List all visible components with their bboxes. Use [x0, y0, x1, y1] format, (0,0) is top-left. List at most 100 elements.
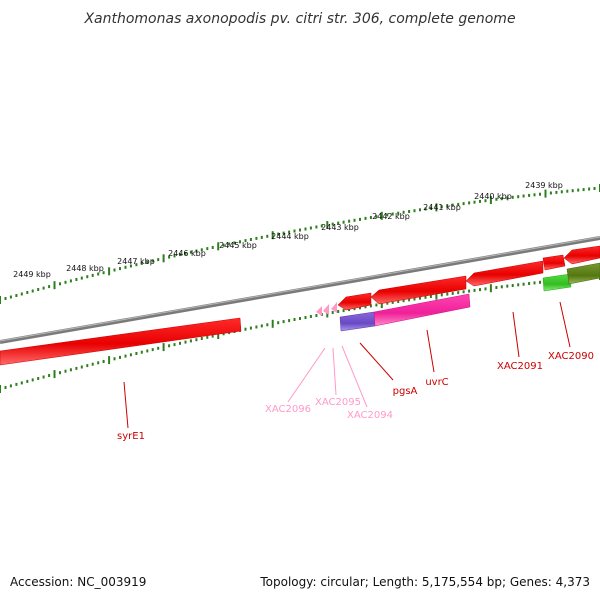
leader-lines [123, 301, 571, 429]
major-tick [108, 267, 111, 276]
minor-tick [200, 248, 203, 252]
minor-tick [588, 187, 591, 191]
gene-uvrC-upper[interactable] [370, 275, 467, 305]
scale-label: 2442 kbp [372, 212, 410, 221]
minor-tick [129, 353, 132, 357]
minor-tick [429, 206, 432, 210]
major-tick [380, 300, 383, 309]
gene-XAC2091[interactable] [465, 260, 544, 287]
gene-blue[interactable] [339, 311, 376, 332]
gene-green[interactable] [542, 273, 572, 292]
gene-XAC2095[interactable] [323, 304, 329, 315]
label-XAC2094[interactable]: XAC2094 [347, 410, 393, 421]
label-XAC2095[interactable]: XAC2095 [315, 397, 361, 408]
minor-tick [184, 340, 187, 344]
minor-tick [9, 295, 12, 299]
minor-tick [457, 202, 460, 206]
minor-tick [173, 343, 176, 347]
minor-tick [364, 305, 367, 309]
minor-tick [440, 205, 443, 209]
genome-backbone [0, 236, 600, 344]
minor-tick [446, 204, 449, 208]
minor-tick [462, 290, 465, 294]
scale-label: 2445 kbp [219, 241, 257, 250]
minor-tick [386, 213, 389, 217]
minor-tick [282, 231, 285, 235]
minor-tick [517, 195, 520, 199]
minor-tick [277, 321, 280, 325]
leader-uvrC [426, 329, 435, 373]
minor-tick [429, 295, 432, 298]
minor-tick [211, 334, 214, 338]
gene-small[interactable] [542, 254, 566, 271]
major-tick [0, 385, 1, 393]
label-uvrC[interactable]: uvrC [425, 377, 448, 388]
minor-tick [179, 253, 181, 257]
minor-tick [140, 350, 143, 354]
gene-features-upper [316, 245, 600, 316]
minor-tick [168, 255, 171, 259]
label-XAC2090[interactable]: XAC2090 [548, 351, 594, 362]
minor-tick [184, 251, 187, 255]
major-tick [162, 254, 165, 263]
minor-tick [59, 371, 61, 375]
minor-tick [495, 197, 498, 201]
label-XAC2096[interactable]: XAC2096 [265, 404, 311, 415]
leader-syrE1 [123, 381, 129, 429]
outer-scale [0, 184, 600, 304]
gene-uvrC[interactable] [373, 293, 471, 327]
minor-tick [353, 218, 356, 222]
major-tick [489, 196, 492, 204]
minor-tick [200, 337, 203, 340]
minor-tick [4, 297, 7, 300]
minor-tick [4, 386, 7, 389]
gene-syrE1[interactable] [0, 317, 242, 366]
gene-XAC2094[interactable] [331, 302, 337, 313]
minor-tick [331, 222, 334, 226]
gene-XAC2096[interactable] [316, 306, 322, 316]
minor-tick [266, 234, 269, 238]
minor-tick [75, 366, 78, 370]
minor-tick [260, 235, 263, 239]
minor-tick [413, 209, 416, 213]
scale-label: 2440 kbp [474, 192, 512, 201]
minor-tick [48, 285, 51, 289]
gene-features-lower [0, 262, 600, 366]
label-syrE1[interactable]: syrE1 [117, 431, 145, 442]
minor-tick [15, 294, 18, 297]
minor-tick [539, 280, 541, 284]
minor-tick [369, 304, 372, 308]
gene-pgsA[interactable] [337, 292, 372, 311]
minor-tick [451, 291, 454, 295]
minor-tick [369, 216, 372, 219]
minor-tick [244, 327, 247, 331]
gene-XAC2090[interactable] [563, 245, 600, 265]
minor-tick [151, 348, 154, 352]
minor-tick [511, 195, 514, 199]
minor-tick [146, 349, 149, 353]
minor-tick [157, 258, 160, 262]
minor-tick [113, 268, 116, 272]
gene-olive[interactable] [566, 262, 600, 285]
label-XAC2091[interactable]: XAC2091 [497, 361, 543, 372]
minor-tick [304, 227, 307, 231]
minor-tick [315, 225, 318, 229]
minor-tick [277, 232, 280, 236]
minor-tick [124, 265, 127, 269]
minor-tick [577, 188, 580, 192]
minor-tick [451, 203, 454, 207]
minor-tick [26, 379, 29, 383]
scale-labels: 2449 kbp 2448 kbp 2447 kbp 2446 kbp 2445… [13, 181, 563, 279]
minor-tick [59, 282, 61, 286]
minor-tick [528, 193, 531, 197]
minor-tick [151, 259, 154, 263]
minor-tick [539, 192, 541, 196]
minor-tick [31, 378, 34, 382]
inner-scale [0, 272, 600, 393]
minor-tick [479, 199, 481, 203]
minor-tick [424, 295, 427, 299]
leader-XAC2094 [341, 345, 368, 408]
major-tick [271, 231, 274, 240]
minor-tick [91, 273, 94, 277]
label-pgsA[interactable]: pgsA [393, 386, 418, 397]
